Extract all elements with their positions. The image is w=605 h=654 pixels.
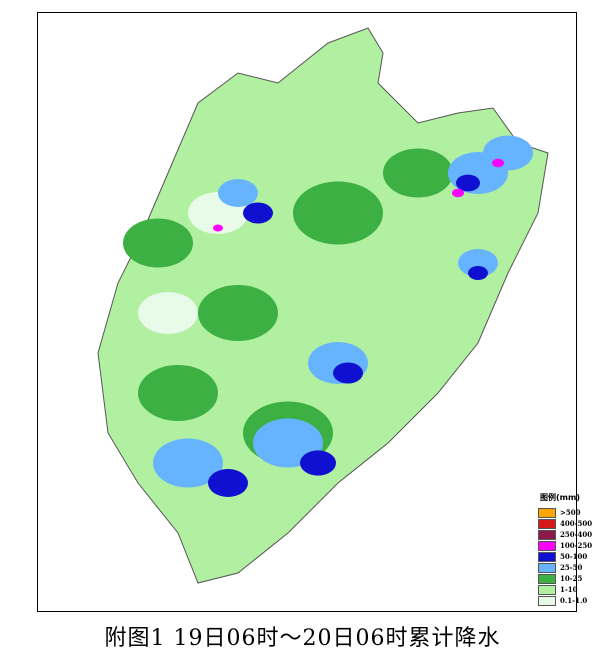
legend-swatch bbox=[538, 529, 556, 540]
legend-label: 10-25 bbox=[560, 574, 583, 583]
legend-label: 400-500 bbox=[560, 519, 593, 528]
legend-item: 10-25 bbox=[538, 573, 605, 584]
legend: 图例(mm) >500 400-500 250-400 100-250 50-100 25… bbox=[538, 492, 605, 606]
rainfall-area bbox=[138, 365, 218, 421]
rainfall-area bbox=[213, 224, 223, 232]
rainfall-area bbox=[198, 285, 278, 341]
legend-label: 1-10 bbox=[560, 585, 578, 594]
legend-item: >500 bbox=[538, 507, 605, 518]
rainfall-area bbox=[208, 469, 248, 497]
rainfall-area bbox=[218, 179, 258, 207]
rainfall-area bbox=[483, 135, 533, 171]
legend-item: 50-100 bbox=[538, 551, 605, 562]
legend-item: 0.1-1.0 bbox=[538, 595, 605, 606]
rainfall-area bbox=[456, 174, 480, 192]
precipitation-map bbox=[97, 27, 549, 584]
legend-swatch bbox=[538, 562, 556, 573]
map-caption: 附图1 19日06时～20日06时累计降水 bbox=[104, 626, 501, 651]
rainfall-area bbox=[333, 362, 363, 384]
legend-label: 0.1-1.0 bbox=[560, 596, 588, 605]
legend-label: 50-100 bbox=[560, 552, 588, 561]
legend-item: 1-10 bbox=[538, 584, 605, 595]
legend-swatch bbox=[538, 518, 556, 529]
legend-swatch bbox=[538, 573, 556, 584]
rainfall-area bbox=[492, 158, 504, 168]
rainfall-area bbox=[383, 148, 453, 198]
legend-label: 100-250 bbox=[560, 541, 593, 550]
legend-item: 250-400 bbox=[538, 529, 605, 540]
legend-swatch bbox=[538, 540, 556, 551]
legend-title: 图例(mm) bbox=[540, 493, 580, 502]
rainfall-area bbox=[243, 202, 273, 224]
map-frame: 图例(mm) >500 400-500 250-400 100-250 50-100 25… bbox=[37, 12, 592, 612]
legend-item: 25-50 bbox=[538, 562, 605, 573]
rainfall-area bbox=[123, 218, 193, 268]
legend-swatch bbox=[538, 584, 556, 595]
legend-label: 250-400 bbox=[560, 530, 593, 539]
legend-label: 25-50 bbox=[560, 563, 583, 572]
legend-item: 400-500 bbox=[538, 518, 605, 529]
rainfall-area bbox=[468, 266, 488, 280]
legend-swatch bbox=[538, 595, 556, 606]
rainfall-area bbox=[138, 292, 198, 334]
rainfall-area bbox=[293, 181, 383, 245]
rainfall-area bbox=[452, 188, 464, 198]
legend-swatch bbox=[538, 507, 556, 518]
legend-label: >500 bbox=[560, 508, 581, 517]
legend-item: 100-250 bbox=[538, 540, 605, 551]
legend-swatch bbox=[538, 551, 556, 562]
rainfall-area bbox=[458, 249, 498, 277]
rainfall-area bbox=[300, 450, 336, 476]
rainfall-area bbox=[153, 438, 223, 488]
